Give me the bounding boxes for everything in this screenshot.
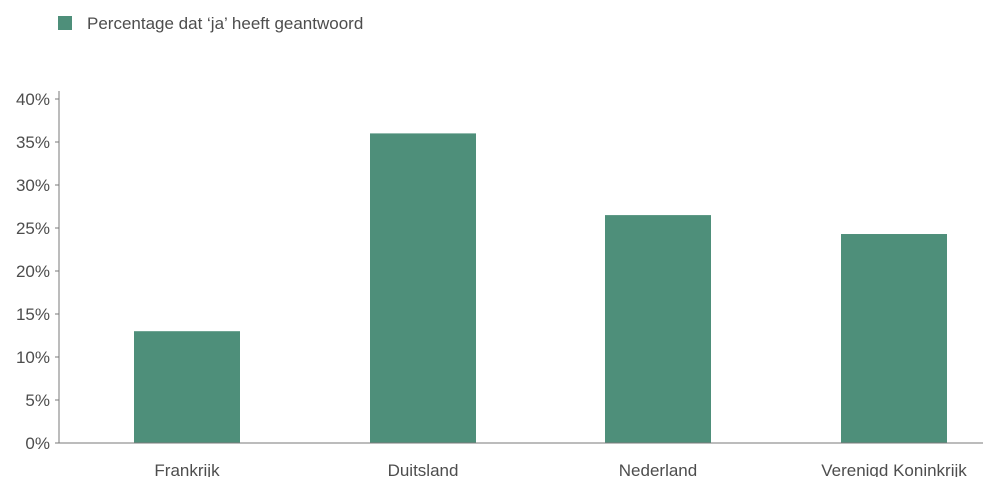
x-axis-labels: Frankrijk Duitsland Nederland Verenigd Koni… [154, 461, 967, 477]
legend-label: Percentage dat ‘ja’ heeft geantwoord [87, 14, 363, 33]
y-axis-ticks: 0% 5% 10% 15% 20% 25% 30% 35% 40% [16, 90, 59, 453]
y-tick-label: 15% [16, 305, 50, 324]
y-tick-label: 20% [16, 262, 50, 281]
x-category-label: Duitsland [388, 461, 459, 477]
bar [841, 234, 947, 443]
legend-swatch [58, 16, 72, 30]
bar [370, 133, 476, 443]
y-tick-label: 30% [16, 176, 50, 195]
bars [134, 133, 947, 443]
x-category-label: Frankrijk [154, 461, 220, 477]
y-tick-label: 35% [16, 133, 50, 152]
x-category-label: Nederland [619, 461, 697, 477]
x-category-label: Verenigd Koninkrijk [821, 461, 967, 477]
bar [605, 215, 711, 443]
bar [134, 331, 240, 443]
y-tick-label: 25% [16, 219, 50, 238]
y-tick-label: 10% [16, 348, 50, 367]
y-tick-label: 40% [16, 90, 50, 109]
legend: Percentage dat ‘ja’ heeft geantwoord [58, 14, 363, 33]
y-tick-label: 0% [25, 434, 50, 453]
y-tick-label: 5% [25, 391, 50, 410]
